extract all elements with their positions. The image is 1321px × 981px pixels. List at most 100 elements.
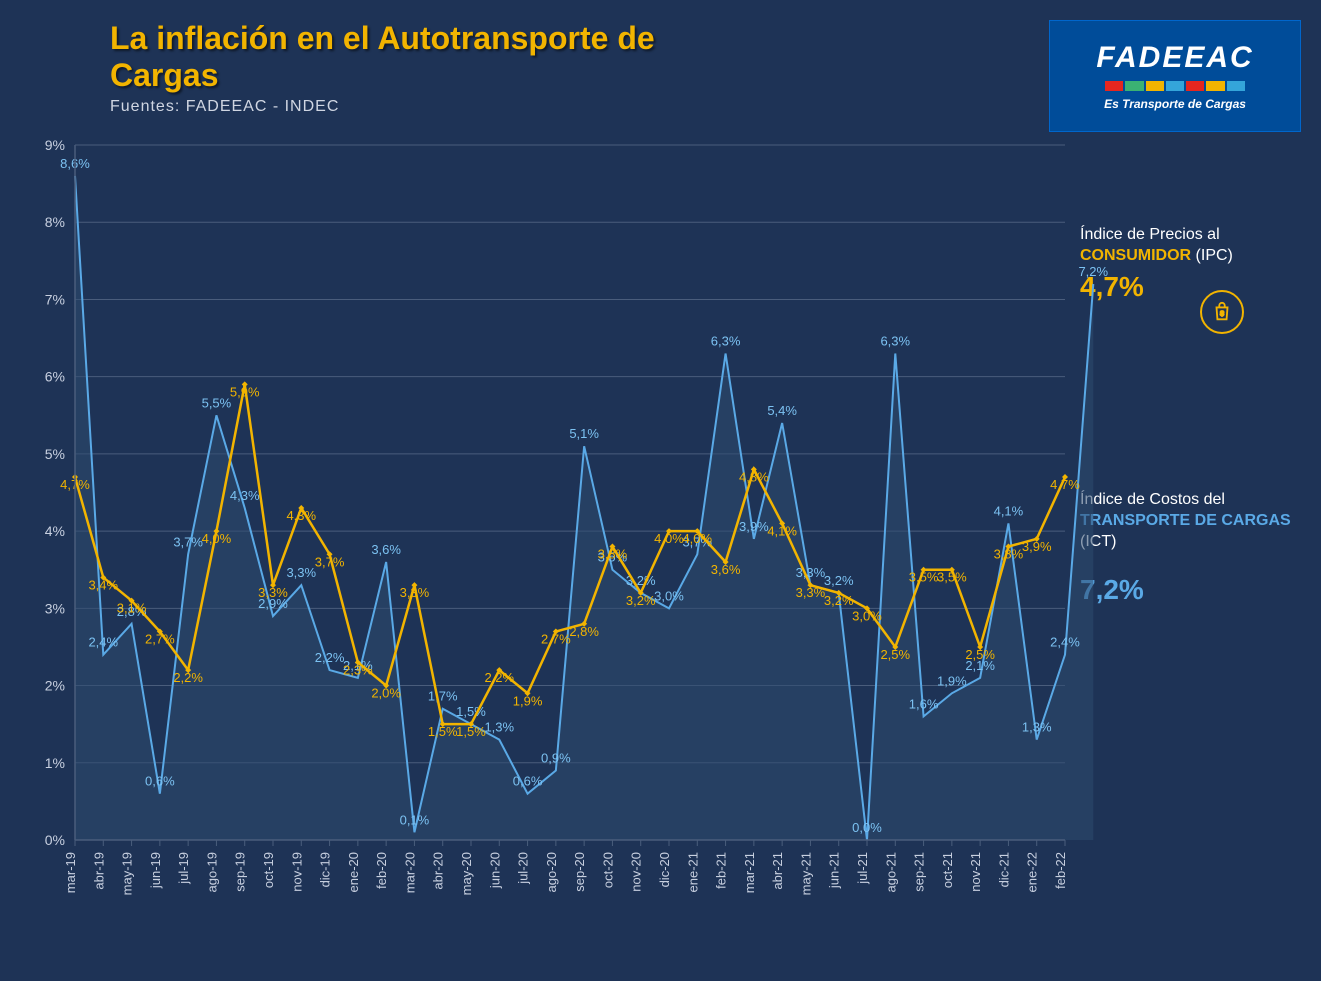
svg-text:2,4%: 2,4% <box>1050 635 1080 650</box>
svg-text:3,9%: 3,9% <box>739 519 769 534</box>
svg-text:ago-19: ago-19 <box>204 852 219 892</box>
svg-text:oct-21: oct-21 <box>940 852 955 888</box>
svg-text:1,5%: 1,5% <box>456 704 486 719</box>
svg-text:2,5%: 2,5% <box>880 647 910 662</box>
svg-text:dic-20: dic-20 <box>657 852 672 887</box>
svg-text:oct-19: oct-19 <box>261 852 276 888</box>
svg-text:3,7%: 3,7% <box>173 534 203 549</box>
svg-text:ene-22: ene-22 <box>1025 852 1040 892</box>
svg-text:6%: 6% <box>45 369 65 385</box>
svg-text:nov-20: nov-20 <box>629 852 644 892</box>
svg-text:1,6%: 1,6% <box>909 696 939 711</box>
inflation-line-chart: 0%1%2%3%4%5%6%7%8%9%mar-19abr-19may-19ju… <box>0 0 1321 981</box>
svg-text:3,5%: 3,5% <box>909 570 939 585</box>
svg-text:5,1%: 5,1% <box>569 426 599 441</box>
svg-text:ago-20: ago-20 <box>544 852 559 892</box>
svg-text:3,2%: 3,2% <box>824 573 854 588</box>
svg-text:7%: 7% <box>45 291 65 307</box>
svg-text:jul-21: jul-21 <box>855 852 870 885</box>
svg-text:2,4%: 2,4% <box>88 635 118 650</box>
svg-text:1,5%: 1,5% <box>456 724 486 739</box>
svg-text:3,9%: 3,9% <box>1022 539 1052 554</box>
svg-text:sep-21: sep-21 <box>912 852 927 892</box>
svg-text:6,3%: 6,3% <box>880 334 910 349</box>
svg-text:jul-19: jul-19 <box>176 852 191 885</box>
svg-text:oct-20: oct-20 <box>600 852 615 888</box>
svg-text:3,8%: 3,8% <box>598 547 628 562</box>
svg-text:jun-21: jun-21 <box>827 852 842 889</box>
svg-text:dic-19: dic-19 <box>318 852 333 887</box>
svg-text:4,7%: 4,7% <box>1050 477 1080 492</box>
svg-text:2,7%: 2,7% <box>541 632 571 647</box>
svg-text:2,2%: 2,2% <box>173 670 203 685</box>
svg-text:0,6%: 0,6% <box>145 774 175 789</box>
svg-text:2,2%: 2,2% <box>484 670 514 685</box>
svg-text:mar-21: mar-21 <box>742 852 757 893</box>
svg-text:jun-19: jun-19 <box>148 852 163 889</box>
svg-text:1,5%: 1,5% <box>428 724 458 739</box>
svg-text:3,0%: 3,0% <box>654 588 684 603</box>
svg-text:4,3%: 4,3% <box>230 488 260 503</box>
svg-text:4%: 4% <box>45 523 65 539</box>
svg-text:2,8%: 2,8% <box>569 624 599 639</box>
svg-text:3,3%: 3,3% <box>258 585 288 600</box>
svg-text:ene-21: ene-21 <box>685 852 700 892</box>
svg-text:1,3%: 1,3% <box>484 720 514 735</box>
svg-text:may-19: may-19 <box>120 852 135 895</box>
svg-text:2,5%: 2,5% <box>965 647 995 662</box>
svg-text:4,0%: 4,0% <box>654 531 684 546</box>
svg-text:4,3%: 4,3% <box>286 508 316 523</box>
svg-text:jun-20: jun-20 <box>487 852 502 889</box>
svg-text:1%: 1% <box>45 755 65 771</box>
svg-text:4,8%: 4,8% <box>739 469 769 484</box>
svg-text:0%: 0% <box>45 832 65 848</box>
svg-text:2,0%: 2,0% <box>371 686 401 701</box>
svg-text:3,6%: 3,6% <box>371 542 401 557</box>
svg-text:3,2%: 3,2% <box>824 593 854 608</box>
svg-text:3,3%: 3,3% <box>796 585 826 600</box>
svg-text:4,0%: 4,0% <box>202 531 232 546</box>
svg-text:dic-21: dic-21 <box>996 852 1011 887</box>
svg-text:3,2%: 3,2% <box>626 593 656 608</box>
svg-text:3,3%: 3,3% <box>796 565 826 580</box>
svg-text:sep-19: sep-19 <box>233 852 248 892</box>
svg-text:6,3%: 6,3% <box>711 334 741 349</box>
svg-text:0,1%: 0,1% <box>400 812 430 827</box>
svg-text:5%: 5% <box>45 446 65 462</box>
svg-text:3,1%: 3,1% <box>117 601 147 616</box>
svg-text:4,1%: 4,1% <box>767 523 797 538</box>
svg-text:3,4%: 3,4% <box>88 577 118 592</box>
svg-text:mar-20: mar-20 <box>402 852 417 893</box>
svg-text:ago-21: ago-21 <box>883 852 898 892</box>
svg-text:abr-19: abr-19 <box>91 852 106 890</box>
svg-text:0,0%: 0,0% <box>852 820 882 835</box>
svg-text:2,3%: 2,3% <box>343 662 373 677</box>
svg-text:3,3%: 3,3% <box>400 585 430 600</box>
svg-text:9%: 9% <box>45 137 65 153</box>
svg-text:feb-21: feb-21 <box>714 852 729 889</box>
svg-text:2,2%: 2,2% <box>315 650 345 665</box>
svg-text:3,5%: 3,5% <box>937 570 967 585</box>
svg-text:3,3%: 3,3% <box>286 565 316 580</box>
svg-text:feb-20: feb-20 <box>374 852 389 889</box>
svg-text:3,0%: 3,0% <box>852 608 882 623</box>
svg-text:3,8%: 3,8% <box>994 547 1024 562</box>
svg-text:abr-21: abr-21 <box>770 852 785 890</box>
page-root: La inflación en el Autotransporte de Car… <box>0 0 1321 981</box>
svg-text:3,7%: 3,7% <box>315 554 345 569</box>
svg-text:1,9%: 1,9% <box>513 693 543 708</box>
svg-text:2%: 2% <box>45 678 65 694</box>
svg-text:abr-20: abr-20 <box>431 852 446 890</box>
svg-text:3%: 3% <box>45 600 65 616</box>
svg-text:7,2%: 7,2% <box>1078 264 1108 279</box>
svg-text:4,1%: 4,1% <box>994 503 1024 518</box>
svg-text:8%: 8% <box>45 214 65 230</box>
svg-text:sep-20: sep-20 <box>572 852 587 892</box>
svg-text:may-21: may-21 <box>798 852 813 895</box>
svg-text:1,7%: 1,7% <box>428 689 458 704</box>
svg-text:2,7%: 2,7% <box>145 632 175 647</box>
svg-text:3,6%: 3,6% <box>711 562 741 577</box>
svg-text:nov-21: nov-21 <box>968 852 983 892</box>
svg-text:may-20: may-20 <box>459 852 474 895</box>
svg-text:5,4%: 5,4% <box>767 403 797 418</box>
